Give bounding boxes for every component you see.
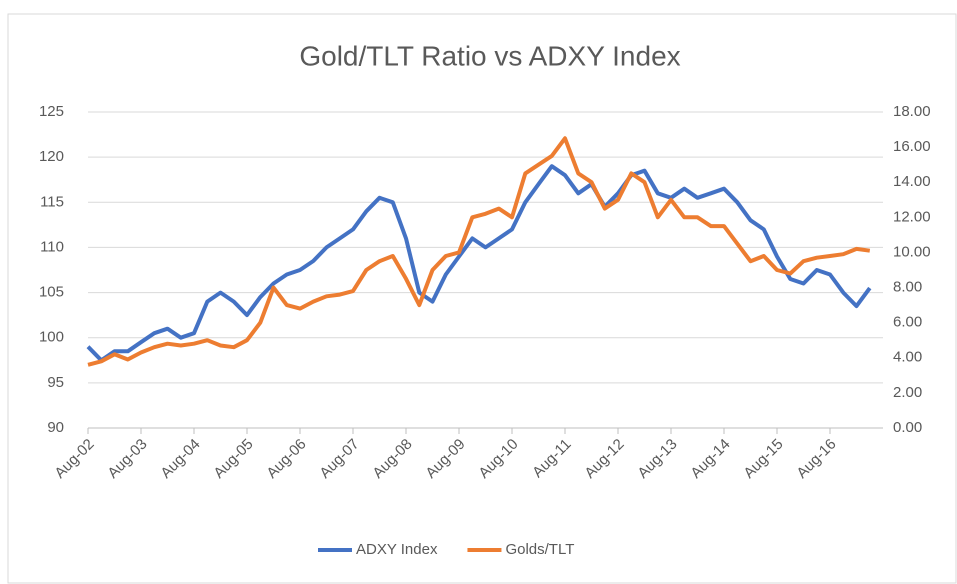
y2-tick-label: 12.00 <box>893 208 931 225</box>
y2-tick-label: 10.00 <box>893 243 931 260</box>
chart-title: Gold/TLT Ratio vs ADXY Index <box>299 40 680 71</box>
y2-tick-label: 2.00 <box>893 384 922 401</box>
y2-tick-label: 8.00 <box>893 279 922 296</box>
series-line <box>86 164 872 363</box>
legend-label: Golds/TLT <box>505 541 574 558</box>
y2-tick-label: 14.00 <box>893 173 931 190</box>
y-tick-label: 110 <box>40 238 64 255</box>
y2-tick-label: 0.00 <box>893 419 922 436</box>
y-tick-label: 125 <box>39 103 64 120</box>
y2-tick-label: 18.00 <box>893 103 931 120</box>
y-tick-label: 100 <box>39 329 64 346</box>
y-tick-label: 95 <box>47 374 64 391</box>
y-tick-label: 105 <box>39 284 64 301</box>
y-tick-label: 115 <box>40 193 64 210</box>
y2-tick-label: 4.00 <box>893 349 922 366</box>
y-tick-label: 90 <box>47 419 64 436</box>
series-line <box>87 136 871 367</box>
chart-frame <box>7 13 957 584</box>
y2-tick-label: 6.00 <box>893 314 922 331</box>
y2-tick-label: 16.00 <box>893 138 931 155</box>
legend-label: ADXY Index <box>356 541 438 558</box>
y-tick-label: 120 <box>39 148 64 165</box>
